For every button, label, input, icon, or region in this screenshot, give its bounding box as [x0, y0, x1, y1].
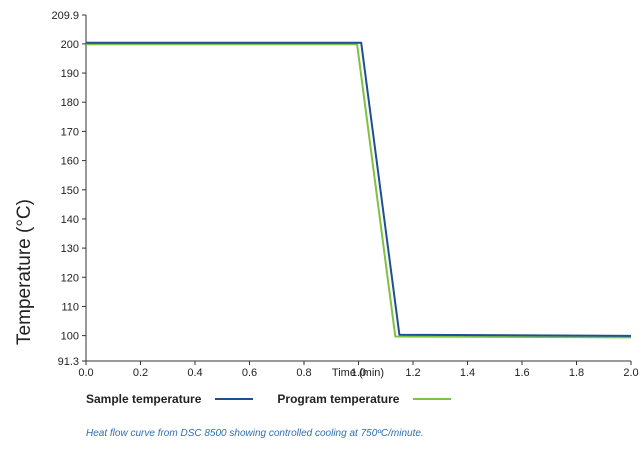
- x-tick-label: 2.0: [623, 367, 638, 379]
- temperature-chart: 91.3 100 110 120 130 140 150 160 170 180 190 200 209…: [14, 10, 639, 379]
- x-axis-title: Time (min): [332, 367, 384, 379]
- x-axis-ticks: 0.0 0.2 0.4 0.6 0.8 1.0 1.2 1.4 1.6 1.8 2.0: [78, 361, 639, 379]
- y-tick-label: 170: [61, 126, 79, 138]
- legend-label-sample: Sample temperature: [86, 392, 202, 406]
- y-tick-label: 120: [61, 272, 79, 284]
- legend-swatch-sample: [215, 398, 254, 400]
- y-tick-label: 200: [61, 39, 79, 51]
- y-axis-ticks: 91.3 100 110 120 130 140 150 160 170 180 190 200 209…: [51, 10, 86, 368]
- y-tick-label: 180: [61, 97, 79, 109]
- y-tick-label: 91.3: [58, 356, 79, 368]
- y-tick-label: 110: [61, 301, 79, 313]
- x-tick-label: 0.8: [296, 367, 311, 379]
- figure-caption: Heat flow curve from DSC 8500 showing co…: [86, 428, 424, 439]
- series-lines: [86, 41, 632, 339]
- y-tick-label: 140: [61, 214, 79, 226]
- y-tick-label: 130: [61, 243, 79, 255]
- y-tick-label: 160: [61, 156, 79, 168]
- y-tick-label: 209.9: [51, 10, 79, 22]
- sample-temperature-line: [86, 41, 632, 337]
- x-tick-label: 0.6: [242, 367, 257, 379]
- legend-entry-program: Program temperature: [277, 392, 452, 406]
- x-tick-label: 1.2: [405, 367, 420, 379]
- x-tick-label: 1.8: [569, 367, 584, 379]
- x-tick-label: 1.0: [351, 367, 366, 379]
- x-tick-label: 0.4: [187, 367, 202, 379]
- y-tick-label: 100: [61, 331, 79, 343]
- x-tick-label: 0.0: [78, 367, 93, 379]
- program-temperature-line: [86, 43, 632, 339]
- y-axis-title: Temperature (°C): [14, 199, 35, 345]
- y-tick-label: 150: [61, 185, 79, 197]
- legend-label-program: Program temperature: [277, 392, 400, 406]
- x-tick-label: 1.6: [514, 367, 529, 379]
- y-tick-label: 190: [61, 68, 79, 80]
- x-tick-label: 1.4: [460, 367, 475, 379]
- chart-legend: Sample temperature Program temperature: [86, 390, 452, 408]
- legend-swatch-program: [413, 398, 452, 400]
- x-tick-label: 0.2: [133, 367, 148, 379]
- legend-entry-sample: Sample temperature: [86, 392, 254, 406]
